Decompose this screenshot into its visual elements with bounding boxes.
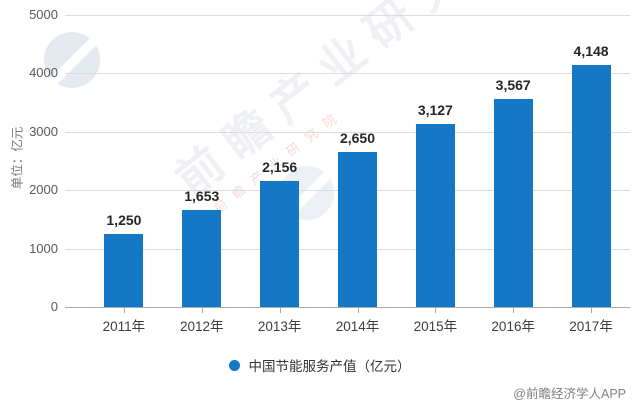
y-axis-title: 单位：亿元 xyxy=(10,126,25,190)
x-axis-tick xyxy=(513,308,515,313)
bar-value-label: 1,653 xyxy=(184,188,220,205)
gridline xyxy=(65,73,630,75)
x-tick-label: 2014年 xyxy=(335,319,380,334)
x-tick-label: 2017年 xyxy=(569,319,613,334)
x-axis-tick xyxy=(201,308,203,313)
gridline xyxy=(65,131,630,133)
x-axis-tick xyxy=(591,308,593,313)
y-tick-label: 5000 xyxy=(29,7,58,22)
bar-value-label: 3,567 xyxy=(495,76,531,93)
y-tick-label: 0 xyxy=(50,299,58,314)
x-axis-tick xyxy=(357,308,359,313)
bar-2015年 xyxy=(415,124,455,307)
x-tick-label: 2012年 xyxy=(180,319,224,334)
y-tick-label: 4000 xyxy=(29,65,58,81)
bar-2012年 xyxy=(182,210,222,307)
y-tick-label: 1000 xyxy=(29,240,58,256)
bar-2014年 xyxy=(338,152,377,307)
bar-value-label: 3,127 xyxy=(417,102,453,119)
x-tick-label: 2015年 xyxy=(413,319,458,334)
bar-2011年 xyxy=(104,234,144,307)
bar-value-label: 2,650 xyxy=(339,130,376,147)
x-axis-line xyxy=(65,307,630,308)
x-tick-label: 2011年 xyxy=(102,319,146,334)
bar-value-label: 1,250 xyxy=(106,212,142,228)
x-tick-label: 2013年 xyxy=(257,319,302,334)
legend-marker-icon xyxy=(228,359,240,371)
x-tick-label: 2016年 xyxy=(491,319,535,334)
gridline xyxy=(65,15,630,16)
bar-value-label: 4,148 xyxy=(573,42,609,59)
y-tick-label: 3000 xyxy=(29,123,58,139)
bar-2016年 xyxy=(493,98,533,307)
source-attribution: @前瞻经济学人APP xyxy=(513,387,626,401)
bar-2017年 xyxy=(571,64,611,307)
bar-2013年 xyxy=(260,181,300,307)
x-axis-tick xyxy=(435,308,437,313)
x-axis-tick xyxy=(279,308,281,313)
legend-label: 中国节能服务产值（亿元） xyxy=(248,359,411,374)
y-tick-label: 2000 xyxy=(29,182,58,198)
x-axis-tick xyxy=(123,308,125,313)
legend: 中国节能服务产值（亿元） xyxy=(0,355,639,375)
bar-value-label: 2,156 xyxy=(262,159,298,176)
